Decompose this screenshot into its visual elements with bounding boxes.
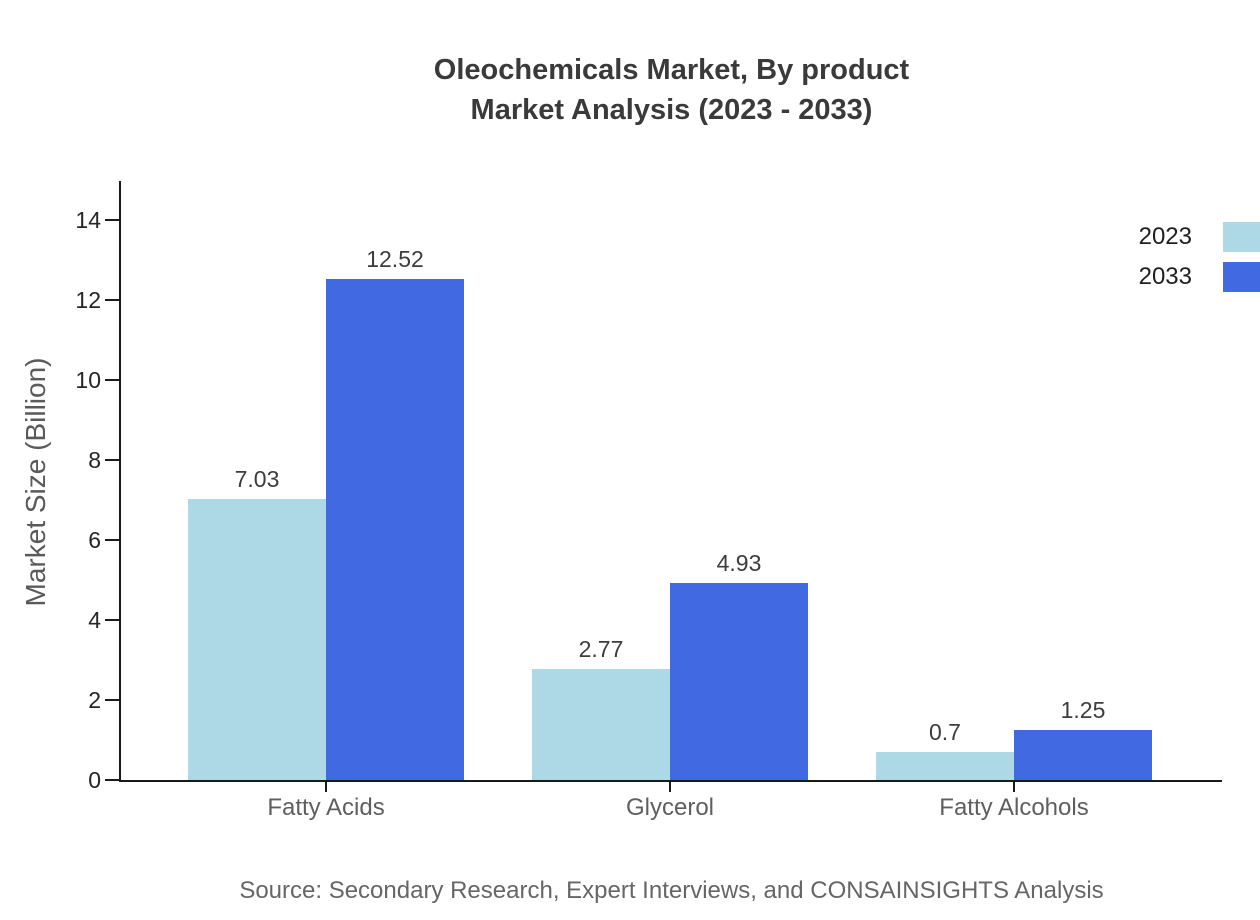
y-tick-label: 6 bbox=[88, 527, 101, 553]
bar-value-label: 1.25 bbox=[1060, 697, 1106, 723]
y-tick-mark bbox=[105, 539, 119, 541]
legend: 2023 2033 bbox=[1139, 222, 1260, 302]
y-tick-label: 8 bbox=[88, 447, 101, 473]
legend-label-2033: 2033 bbox=[1138, 263, 1192, 290]
legend-swatch-2033-icon bbox=[1223, 262, 1260, 292]
x-category-label-fatty-alcohols: Fatty Alcohols bbox=[939, 794, 1089, 821]
y-tick-mark bbox=[105, 299, 119, 301]
bar-value-label: 4.93 bbox=[716, 550, 762, 576]
bar-2023-glycerol bbox=[532, 669, 670, 780]
y-tick-label: 12 bbox=[75, 287, 101, 313]
plot-area: 0 2 4 6 8 10 12 14 7.03 12.52 Fatty Acids 2.77 4.93 G… bbox=[75, 181, 1222, 821]
y-tick-mark bbox=[105, 459, 119, 461]
x-tick-mark bbox=[325, 782, 327, 792]
bar-2023-fatty-alcohols bbox=[876, 752, 1014, 780]
bar-value-label: 2.77 bbox=[578, 636, 624, 662]
chart-title: Oleochemicals Market, By product Market … bbox=[121, 50, 1222, 130]
x-tick-mark bbox=[669, 782, 671, 792]
x-tick-mark bbox=[1013, 782, 1015, 792]
bar-2033-fatty-alcohols bbox=[1014, 730, 1152, 780]
chart-title-line-2: Market Analysis (2023 - 2033) bbox=[470, 94, 873, 126]
source-note: Source: Secondary Research, Expert Inter… bbox=[239, 877, 1104, 904]
y-tick-mark bbox=[105, 619, 119, 621]
x-axis-line bbox=[119, 780, 1222, 782]
y-tick-mark bbox=[105, 219, 119, 221]
bar-value-label: 12.52 bbox=[366, 246, 424, 272]
y-axis-label: Market Size (Billion) bbox=[20, 357, 51, 607]
bar-value-label: 7.03 bbox=[234, 466, 280, 492]
x-category-label-fatty-acids: Fatty Acids bbox=[267, 794, 385, 821]
y-tick-mark bbox=[105, 779, 119, 781]
legend-swatch-2023-icon bbox=[1223, 222, 1260, 252]
legend-label-2023: 2023 bbox=[1138, 223, 1192, 250]
legend-item-2033: 2033 bbox=[1139, 262, 1260, 292]
bar-2023-fatty-acids bbox=[188, 499, 326, 780]
bar-2033-fatty-acids bbox=[326, 279, 464, 780]
y-tick-label: 14 bbox=[75, 207, 101, 233]
y-tick-mark bbox=[105, 699, 119, 701]
y-tick-label: 2 bbox=[88, 687, 101, 713]
y-tick-label: 10 bbox=[75, 367, 101, 393]
y-axis-line bbox=[119, 181, 121, 782]
chart-title-line-1: Oleochemicals Market, By product bbox=[433, 54, 910, 86]
legend-item-2023: 2023 bbox=[1139, 222, 1260, 252]
bar-2033-glycerol bbox=[670, 583, 808, 780]
y-tick-label: 4 bbox=[88, 607, 101, 633]
y-tick-mark bbox=[105, 379, 119, 381]
x-category-label-glycerol: Glycerol bbox=[625, 794, 715, 821]
bar-value-label: 0.7 bbox=[929, 719, 961, 745]
y-tick-label: 0 bbox=[88, 767, 101, 793]
